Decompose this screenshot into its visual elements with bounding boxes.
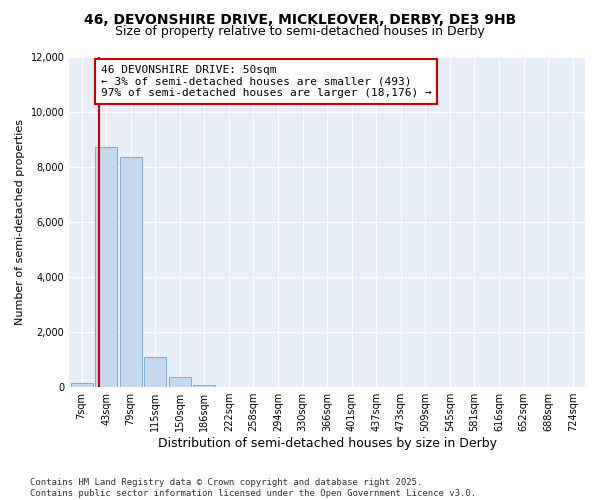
Bar	[193, 385, 215, 387]
Text: Size of property relative to semi-detached houses in Derby: Size of property relative to semi-detach…	[115, 25, 485, 38]
Bar	[71, 383, 92, 387]
Bar	[169, 378, 191, 387]
Bar	[144, 357, 166, 387]
Bar	[119, 157, 142, 387]
Text: Contains HM Land Registry data © Crown copyright and database right 2025.
Contai: Contains HM Land Registry data © Crown c…	[30, 478, 476, 498]
Y-axis label: Number of semi-detached properties: Number of semi-detached properties	[15, 119, 25, 325]
X-axis label: Distribution of semi-detached houses by size in Derby: Distribution of semi-detached houses by …	[158, 437, 497, 450]
Text: 46, DEVONSHIRE DRIVE, MICKLEOVER, DERBY, DE3 9HB: 46, DEVONSHIRE DRIVE, MICKLEOVER, DERBY,…	[84, 12, 516, 26]
Text: 46 DEVONSHIRE DRIVE: 50sqm
← 3% of semi-detached houses are smaller (493)
97% of: 46 DEVONSHIRE DRIVE: 50sqm ← 3% of semi-…	[101, 65, 431, 98]
Bar	[95, 148, 117, 387]
